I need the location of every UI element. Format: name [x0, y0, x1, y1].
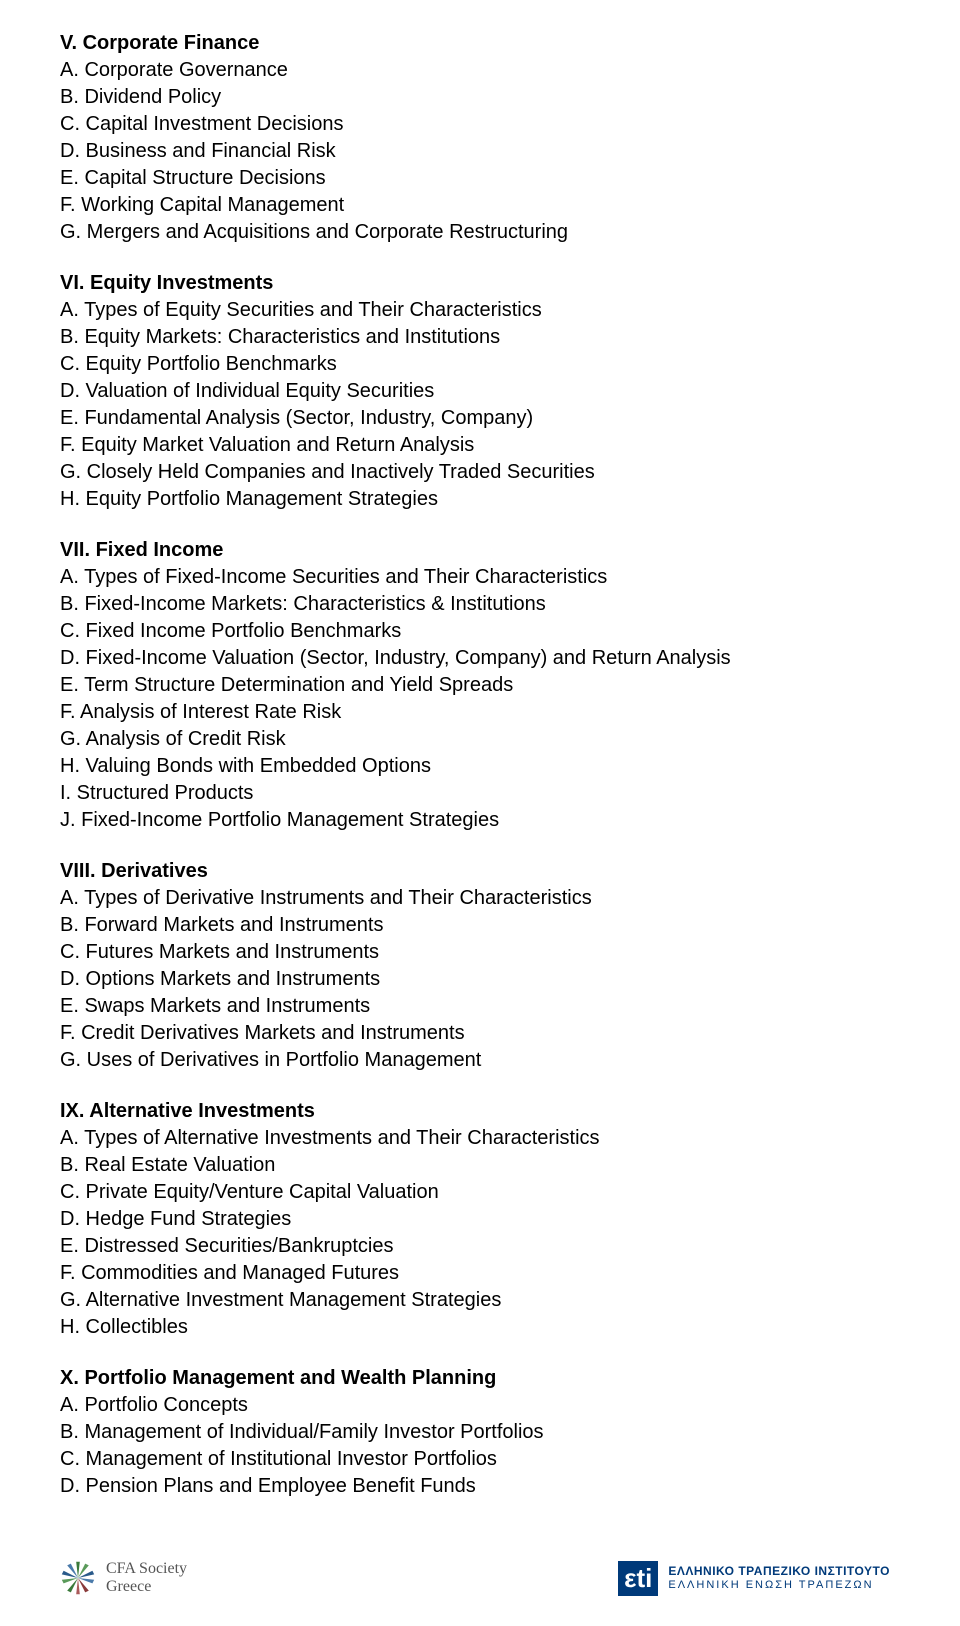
outline-item: D. Business and Financial Risk: [60, 138, 900, 165]
outline-item: D. Pension Plans and Employee Benefit Fu…: [60, 1473, 900, 1500]
outline-item: D. Options Markets and Instruments: [60, 966, 900, 993]
section-heading: V. Corporate Finance: [60, 30, 900, 57]
outline-item: A. Types of Fixed-Income Securities and …: [60, 564, 900, 591]
eti-logo: εti ΕΛΛΗΝΙΚΟ ΤΡΑΠΕΖΙΚΟ ΙΝΣΤΙΤΟΥΤΟ ΕΛΛΗΝΙ…: [618, 1561, 890, 1596]
cfa-society-logo: CFA Society Greece: [60, 1560, 187, 1596]
section: X. Portfolio Management and Wealth Plann…: [60, 1365, 900, 1500]
section-heading: VIII. Derivatives: [60, 858, 900, 885]
outline-item: C. Equity Portfolio Benchmarks: [60, 351, 900, 378]
outline-item: A. Types of Equity Securities and Their …: [60, 297, 900, 324]
outline-item: G. Closely Held Companies and Inactively…: [60, 459, 900, 486]
cfa-line1: CFA Society: [106, 1560, 187, 1578]
outline-item: D. Hedge Fund Strategies: [60, 1206, 900, 1233]
outline-item: I. Structured Products: [60, 780, 900, 807]
outline-item: B. Management of Individual/Family Inves…: [60, 1419, 900, 1446]
outline-item: F. Credit Derivatives Markets and Instru…: [60, 1020, 900, 1047]
section: VI. Equity InvestmentsA. Types of Equity…: [60, 270, 900, 513]
outline-item: G. Analysis of Credit Risk: [60, 726, 900, 753]
outline-item: C. Futures Markets and Instruments: [60, 939, 900, 966]
outline-item: E. Term Structure Determination and Yiel…: [60, 672, 900, 699]
outline-item: J. Fixed-Income Portfolio Management Str…: [60, 807, 900, 834]
outline-item: F. Equity Market Valuation and Return An…: [60, 432, 900, 459]
eti-line1: ΕΛΛΗΝΙΚΟ ΤΡΑΠΕΖΙΚΟ ΙΝΣΤΙΤΟΥΤΟ: [668, 1564, 890, 1578]
outline-item: E. Swaps Markets and Instruments: [60, 993, 900, 1020]
cfa-burst-icon: [60, 1560, 96, 1596]
outline-item: E. Capital Structure Decisions: [60, 165, 900, 192]
outline-item: G. Uses of Derivatives in Portfolio Mana…: [60, 1047, 900, 1074]
outline-item: H. Equity Portfolio Management Strategie…: [60, 486, 900, 513]
section: VII. Fixed IncomeA. Types of Fixed-Incom…: [60, 537, 900, 834]
section-heading: X. Portfolio Management and Wealth Plann…: [60, 1365, 900, 1392]
outline-item: B. Dividend Policy: [60, 84, 900, 111]
outline-item: E. Fundamental Analysis (Sector, Industr…: [60, 405, 900, 432]
outline-item: H. Valuing Bonds with Embedded Options: [60, 753, 900, 780]
outline-item: C. Management of Institutional Investor …: [60, 1446, 900, 1473]
outline-item: F. Working Capital Management: [60, 192, 900, 219]
outline-item: E. Distressed Securities/Bankruptcies: [60, 1233, 900, 1260]
outline-item: B. Forward Markets and Instruments: [60, 912, 900, 939]
outline-item: A. Types of Derivative Instruments and T…: [60, 885, 900, 912]
outline-item: D. Fixed-Income Valuation (Sector, Indus…: [60, 645, 900, 672]
section-heading: IX. Alternative Investments: [60, 1098, 900, 1125]
eti-box: εti: [618, 1561, 658, 1596]
section: IX. Alternative InvestmentsA. Types of A…: [60, 1098, 900, 1341]
cfa-society-text: CFA Society Greece: [106, 1560, 187, 1595]
outline-item: B. Equity Markets: Characteristics and I…: [60, 324, 900, 351]
outline-item: B. Fixed-Income Markets: Characteristics…: [60, 591, 900, 618]
document-body: V. Corporate FinanceA. Corporate Governa…: [60, 30, 900, 1500]
section-heading: VII. Fixed Income: [60, 537, 900, 564]
outline-item: C. Fixed Income Portfolio Benchmarks: [60, 618, 900, 645]
outline-item: A. Corporate Governance: [60, 57, 900, 84]
outline-item: A. Types of Alternative Investments and …: [60, 1125, 900, 1152]
outline-item: F. Analysis of Interest Rate Risk: [60, 699, 900, 726]
eti-text: ΕΛΛΗΝΙΚΟ ΤΡΑΠΕΖΙΚΟ ΙΝΣΤΙΤΟΥΤΟ ΕΛΛΗΝΙΚΗ Ε…: [668, 1564, 890, 1592]
section-heading: VI. Equity Investments: [60, 270, 900, 297]
eti-line2: ΕΛΛΗΝΙΚΗ ΕΝΩΣΗ ΤΡΑΠΕΖΩΝ: [668, 1579, 890, 1592]
outline-item: C. Capital Investment Decisions: [60, 111, 900, 138]
section: V. Corporate FinanceA. Corporate Governa…: [60, 30, 900, 246]
outline-item: G. Alternative Investment Management Str…: [60, 1287, 900, 1314]
outline-item: F. Commodities and Managed Futures: [60, 1260, 900, 1287]
footer: CFA Society Greece εti ΕΛΛΗΝΙΚΟ ΤΡΑΠΕΖΙΚ…: [60, 1560, 900, 1596]
outline-item: B. Real Estate Valuation: [60, 1152, 900, 1179]
outline-item: H. Collectibles: [60, 1314, 900, 1341]
outline-item: D. Valuation of Individual Equity Securi…: [60, 378, 900, 405]
outline-item: G. Mergers and Acquisitions and Corporat…: [60, 219, 900, 246]
cfa-line2: Greece: [106, 1578, 187, 1596]
section: VIII. DerivativesA. Types of Derivative …: [60, 858, 900, 1074]
outline-item: C. Private Equity/Venture Capital Valuat…: [60, 1179, 900, 1206]
outline-item: A. Portfolio Concepts: [60, 1392, 900, 1419]
